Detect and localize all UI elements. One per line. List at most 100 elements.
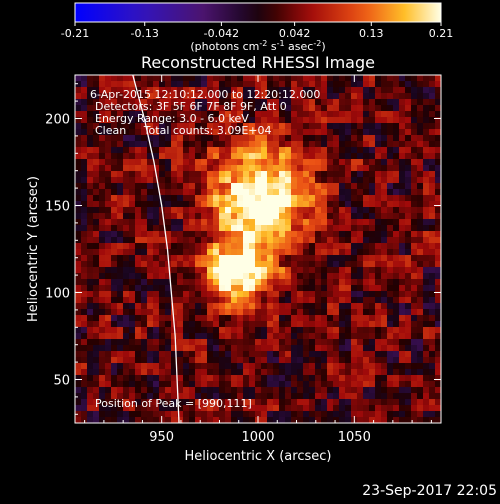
footer-date: 23-Sep-2017 22:05 xyxy=(362,483,497,499)
heatmap-cell xyxy=(297,309,304,316)
heatmap-cell xyxy=(231,207,238,214)
heatmap-cell xyxy=(321,207,328,214)
y-axis-label: Heliocentric Y (arcsec) xyxy=(26,176,41,322)
heatmap-cell xyxy=(411,351,418,358)
heatmap-cell xyxy=(417,273,424,280)
heatmap-cell xyxy=(231,321,238,328)
heatmap-cell xyxy=(129,189,136,196)
heatmap-cell xyxy=(399,291,406,298)
heatmap-cell xyxy=(177,213,184,220)
heatmap-cell xyxy=(429,129,436,136)
heatmap-cell xyxy=(351,381,358,388)
heatmap-cell xyxy=(339,297,346,304)
heatmap-cell xyxy=(291,105,298,112)
heatmap-cell xyxy=(207,111,214,118)
heatmap-cell xyxy=(225,219,232,226)
heatmap-cell xyxy=(255,201,262,208)
heatmap-cell xyxy=(75,279,82,286)
heatmap-cell xyxy=(345,81,352,88)
heatmap-cell xyxy=(297,405,304,412)
heatmap-cell xyxy=(99,93,106,100)
heatmap-cell xyxy=(201,327,208,334)
heatmap-cell xyxy=(87,267,94,274)
heatmap-cell xyxy=(399,75,406,82)
heatmap-cell xyxy=(189,297,196,304)
heatmap-cell xyxy=(363,333,370,340)
heatmap-cell xyxy=(315,153,322,160)
heatmap-cell xyxy=(273,285,280,292)
heatmap-cell xyxy=(183,93,190,100)
heatmap-cell xyxy=(111,231,118,238)
heatmap-cell xyxy=(333,327,340,334)
heatmap-cell xyxy=(297,213,304,220)
heatmap-cell xyxy=(213,321,220,328)
heatmap-cell xyxy=(81,393,88,400)
heatmap-cell xyxy=(327,195,334,202)
heatmap-cell xyxy=(381,135,388,142)
heatmap-cell xyxy=(315,159,322,166)
heatmap-cell xyxy=(309,351,316,358)
heatmap-cell xyxy=(261,171,268,178)
heatmap-cell xyxy=(219,285,226,292)
heatmap-cell xyxy=(111,309,118,316)
heatmap-cell xyxy=(207,105,214,112)
heatmap-cell xyxy=(153,357,160,364)
heatmap-cell xyxy=(249,273,256,280)
heatmap-cell xyxy=(339,129,346,136)
heatmap-cell xyxy=(147,207,154,214)
heatmap-cell xyxy=(117,345,124,352)
heatmap-cell xyxy=(321,165,328,172)
heatmap-cell xyxy=(411,387,418,394)
heatmap-cell xyxy=(135,309,142,316)
heatmap-cell xyxy=(237,321,244,328)
heatmap-cell xyxy=(291,159,298,166)
heatmap-cell xyxy=(243,411,250,418)
heatmap-cell xyxy=(429,99,436,106)
heatmap-cell xyxy=(429,297,436,304)
heatmap-cell xyxy=(297,399,304,406)
heatmap-cell xyxy=(255,411,262,418)
heatmap-cell xyxy=(195,333,202,340)
heatmap-cell xyxy=(219,201,226,208)
heatmap-cell xyxy=(195,231,202,238)
heatmap-cell xyxy=(231,99,238,106)
heatmap-cell xyxy=(357,399,364,406)
heatmap-cell xyxy=(267,207,274,214)
heatmap-cell xyxy=(345,321,352,328)
heatmap-cell xyxy=(351,111,358,118)
heatmap-cell xyxy=(249,255,256,262)
heatmap-cell xyxy=(219,261,226,268)
heatmap-cell xyxy=(321,399,328,406)
heatmap-cell xyxy=(201,387,208,394)
heatmap-cell xyxy=(123,201,130,208)
heatmap-cell xyxy=(195,399,202,406)
heatmap-cell xyxy=(267,117,274,124)
heatmap-cell xyxy=(297,327,304,334)
heatmap-cell xyxy=(285,153,292,160)
heatmap-cell xyxy=(117,225,124,232)
heatmap-cell xyxy=(363,135,370,142)
heatmap-cell xyxy=(393,231,400,238)
heatmap-cell xyxy=(339,105,346,112)
heatmap-cell xyxy=(147,357,154,364)
heatmap-cell xyxy=(315,141,322,148)
heatmap-cell xyxy=(105,75,112,82)
heatmap-cell xyxy=(429,213,436,220)
heatmap-cell xyxy=(417,291,424,298)
heatmap-cell xyxy=(267,99,274,106)
heatmap-cell xyxy=(249,81,256,88)
heatmap-cell xyxy=(165,231,172,238)
heatmap-cell xyxy=(135,171,142,178)
heatmap-cell xyxy=(135,387,142,394)
heatmap-cell xyxy=(297,345,304,352)
heatmap-cell xyxy=(177,243,184,250)
heatmap-cell xyxy=(279,267,286,274)
heatmap-cell xyxy=(129,267,136,274)
heatmap-cell xyxy=(363,327,370,334)
heatmap-cell xyxy=(405,219,412,226)
heatmap-cell xyxy=(189,261,196,268)
heatmap-cell xyxy=(333,417,340,423)
heatmap-cell xyxy=(315,357,322,364)
heatmap-cell xyxy=(177,339,184,346)
heatmap-cell xyxy=(105,339,112,346)
